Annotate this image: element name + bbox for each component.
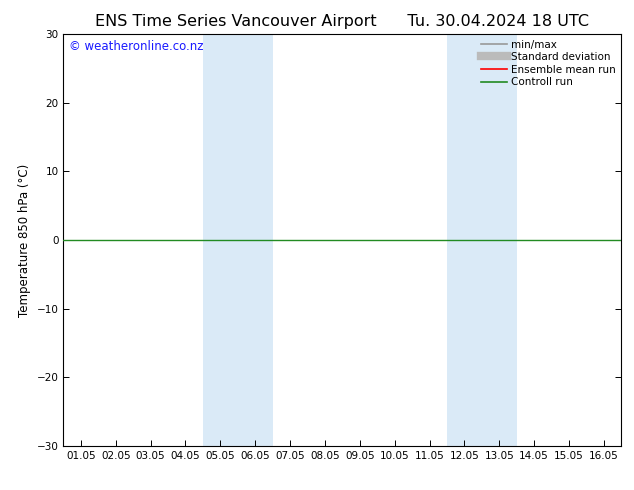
Bar [203, 34, 273, 446]
Y-axis label: Temperature 850 hPa (°C): Temperature 850 hPa (°C) [18, 164, 31, 317]
Title: ENS Time Series Vancouver Airport      Tu. 30.04.2024 18 UTC: ENS Time Series Vancouver Airport Tu. 30… [95, 14, 590, 29]
Text: © weatheronline.co.nz: © weatheronline.co.nz [69, 41, 204, 53]
Bar [447, 34, 517, 446]
Legend: min/max, Standard deviation, Ensemble mean run, Controll run: min/max, Standard deviation, Ensemble me… [479, 37, 618, 89]
